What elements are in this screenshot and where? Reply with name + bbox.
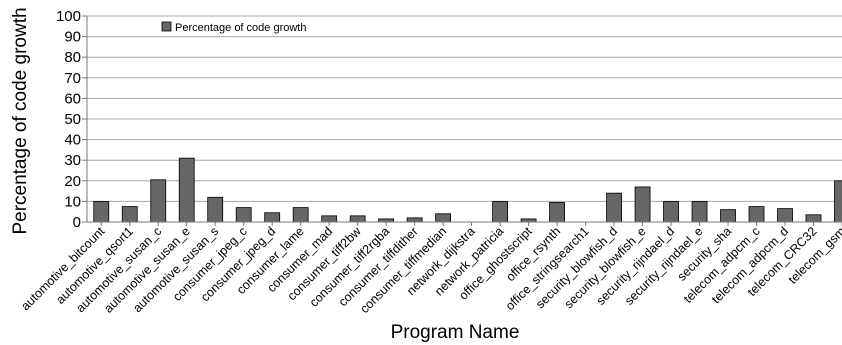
- legend-label: Percentage of code growth: [175, 22, 306, 34]
- y-tick-label: 30: [64, 152, 81, 169]
- bar-telecom_gsm: [834, 180, 842, 223]
- bar-security_sha: [720, 209, 736, 223]
- bar-consumer_tiffdither: [406, 217, 423, 223]
- y-tick-label: 50: [64, 111, 81, 128]
- bar-office_rsynth: [549, 202, 565, 223]
- bar-consumer_tiff2bw: [349, 215, 366, 223]
- legend-swatch: [161, 21, 172, 32]
- bar-automotive_susan_c: [150, 179, 167, 223]
- y-tick-label: 10: [64, 193, 81, 210]
- y-tick-label: 100: [56, 8, 81, 25]
- legend: Percentage of code growth: [161, 21, 306, 34]
- bar-automotive_susan_e: [178, 157, 195, 223]
- bar-consumer_jpeg_c: [235, 207, 252, 223]
- bar-automotive_qsort1: [121, 206, 138, 223]
- bar-consumer_jpeg_d: [264, 212, 281, 223]
- bar-security_blowfish_e: [634, 186, 651, 223]
- y-tick-label: 80: [64, 49, 81, 66]
- bar-consumer_lame: [292, 207, 309, 223]
- bar-consumer_tiffmedian: [435, 213, 452, 223]
- y-tick-label: 90: [64, 29, 81, 46]
- y-tick-label: 60: [64, 90, 81, 107]
- x-axis-tick-labels: automotive_bitcountautomotive_qsort1auto…: [18, 222, 842, 316]
- bar-security_rijndael_e: [691, 200, 708, 223]
- bar-telecom_adpcm_d: [777, 208, 793, 223]
- y-tick-label: 0: [73, 214, 81, 231]
- bar-automotive_bitcount: [93, 200, 110, 223]
- bar-network_patricia: [492, 200, 509, 223]
- bar-security_blowfish_d: [606, 192, 622, 223]
- bars: [93, 157, 842, 223]
- y-tick-label: 40: [64, 132, 81, 149]
- bar-consumer_mad: [321, 215, 338, 223]
- axes: [86, 16, 842, 223]
- bar-telecom_CRC32: [805, 214, 822, 223]
- bar-telecom_adpcm_c: [748, 206, 765, 223]
- y-tick-label: 20: [64, 173, 81, 190]
- gridlines: [87, 15, 842, 223]
- x-axis-title: Program Name: [391, 322, 520, 343]
- y-axis-title: Percentage of code growth: [10, 7, 31, 234]
- y-tick-label: 70: [64, 70, 81, 87]
- bar-automotive_susan_s: [207, 196, 224, 223]
- bar-security_rijndael_d: [663, 200, 679, 223]
- y-axis-tick-labels: 0 10 20 30 40 50 60 70 80 90 100: [56, 8, 87, 231]
